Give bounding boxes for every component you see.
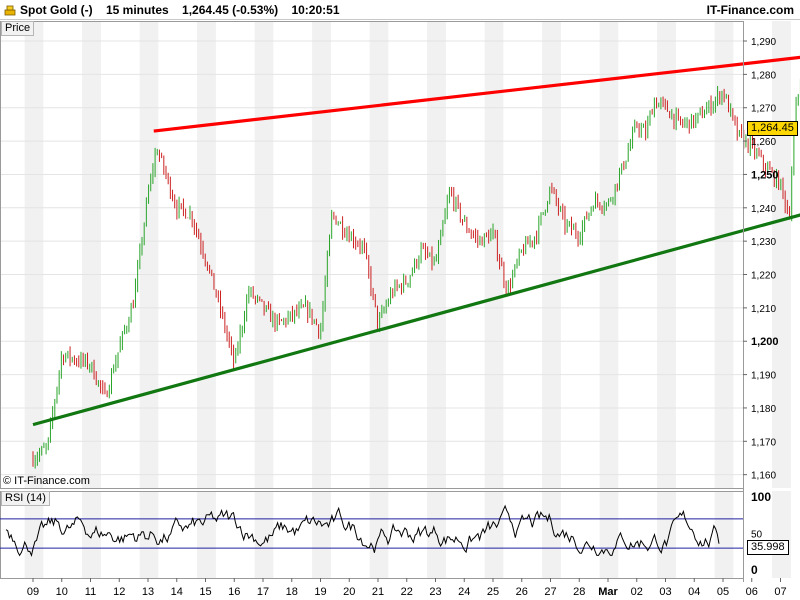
x-tick-label: 12 (113, 586, 125, 598)
y-tick-label: 1,230 (751, 237, 776, 248)
day-band (312, 21, 331, 488)
y-tick-label: 1,240 (751, 204, 776, 215)
day-band (197, 491, 216, 578)
rsi-line (5, 504, 720, 558)
brand-name: IT-Finance.com (706, 3, 794, 17)
x-tick-label: 23 (429, 586, 441, 598)
x-tick-label: 18 (286, 586, 298, 598)
y-tick-label: 1,200 (751, 336, 779, 348)
price-panel-label: Price (1, 21, 35, 36)
x-tick-label: 25 (487, 586, 499, 598)
y-tick-label: 1,180 (751, 404, 776, 415)
resistance-trendline (153, 55, 800, 133)
rsi-tick-label: 100 (751, 490, 771, 504)
x-tick-label: 09 (27, 586, 39, 598)
day-band (82, 491, 101, 578)
y-tick-label: 1,260 (751, 137, 776, 148)
day-band (369, 21, 389, 488)
day-band (254, 491, 274, 578)
y-tick-label: 1,250 (751, 169, 779, 181)
x-tick-label: 10 (56, 586, 68, 598)
y-tick-label: 1,270 (751, 104, 776, 115)
rsi-panel-label: RSI (14) (1, 491, 50, 506)
y-tick-label: 1,290 (751, 37, 776, 48)
chart-title: Spot Gold (-) 15 minutes 1,264.45 (-0.53… (20, 3, 340, 17)
day-band (24, 491, 44, 578)
x-tick-label: Mar (598, 586, 618, 598)
rsi-tick-label: 0 (751, 563, 758, 577)
x-tick-label: 17 (257, 586, 269, 598)
x-tick-label: 05 (717, 586, 729, 598)
x-tick-label: 26 (516, 586, 528, 598)
timestamp: 10:20:51 (291, 3, 340, 17)
x-tick-label: 22 (401, 586, 413, 598)
x-tick-label: 07 (774, 586, 786, 598)
day-band (542, 491, 561, 578)
y-tick-label: 1,280 (751, 70, 776, 81)
day-band (197, 21, 216, 488)
x-tick-label: 13 (142, 586, 154, 598)
y-tick-label: 1,210 (751, 304, 776, 315)
day-band (714, 491, 734, 578)
day-band (657, 491, 676, 578)
day-band (139, 21, 159, 488)
x-tick-label: 04 (688, 586, 700, 598)
x-tick-label: 03 (659, 586, 671, 598)
x-tick-label: 20 (343, 586, 355, 598)
x-tick-label: 11 (85, 586, 96, 598)
day-band (82, 21, 101, 488)
x-tick-label: 24 (458, 586, 470, 598)
day-band (369, 491, 389, 578)
day-band (139, 491, 159, 578)
x-tick-label: 06 (746, 586, 758, 598)
day-band (772, 491, 791, 578)
x-tick-label: 27 (544, 586, 556, 598)
day-band (657, 21, 676, 488)
instrument-name: Spot Gold (-) (20, 3, 93, 17)
last-price-change: 1,264.45 (-0.53%) (182, 3, 279, 17)
gold-bars-icon (4, 5, 16, 16)
support-trendline (32, 213, 800, 427)
y-tick-label: 1,160 (751, 471, 776, 482)
y-tick-label: 1,170 (751, 437, 776, 448)
chart-header: Spot Gold (-) 15 minutes 1,264.45 (-0.53… (0, 0, 800, 20)
x-tick-label: 28 (573, 586, 585, 598)
day-band (24, 21, 44, 488)
y-tick-label: 1,190 (751, 371, 776, 382)
timeframe-label: 15 minutes (106, 3, 169, 17)
day-band (484, 21, 504, 488)
day-band (312, 491, 331, 578)
rsi-value-badge: 35.998 (747, 540, 789, 555)
day-band (254, 21, 274, 488)
watermark: © IT-Finance.com (3, 475, 90, 487)
y-tick-label: 1,220 (751, 271, 776, 282)
current-price-badge: 1,264.45 (747, 121, 798, 136)
day-band (772, 21, 791, 488)
day-band (484, 491, 504, 578)
x-tick-label: 21 (372, 586, 384, 598)
x-tick-label: 02 (631, 586, 643, 598)
rsi-tick-label: 50 (751, 530, 763, 541)
x-tick-label: 19 (314, 586, 326, 598)
day-band (599, 491, 619, 578)
x-tick-label: 15 (199, 586, 211, 598)
day-band (599, 21, 619, 488)
day-band (542, 21, 561, 488)
x-tick-label: 14 (171, 586, 183, 598)
day-band (714, 21, 734, 488)
x-tick-label: 16 (228, 586, 240, 598)
